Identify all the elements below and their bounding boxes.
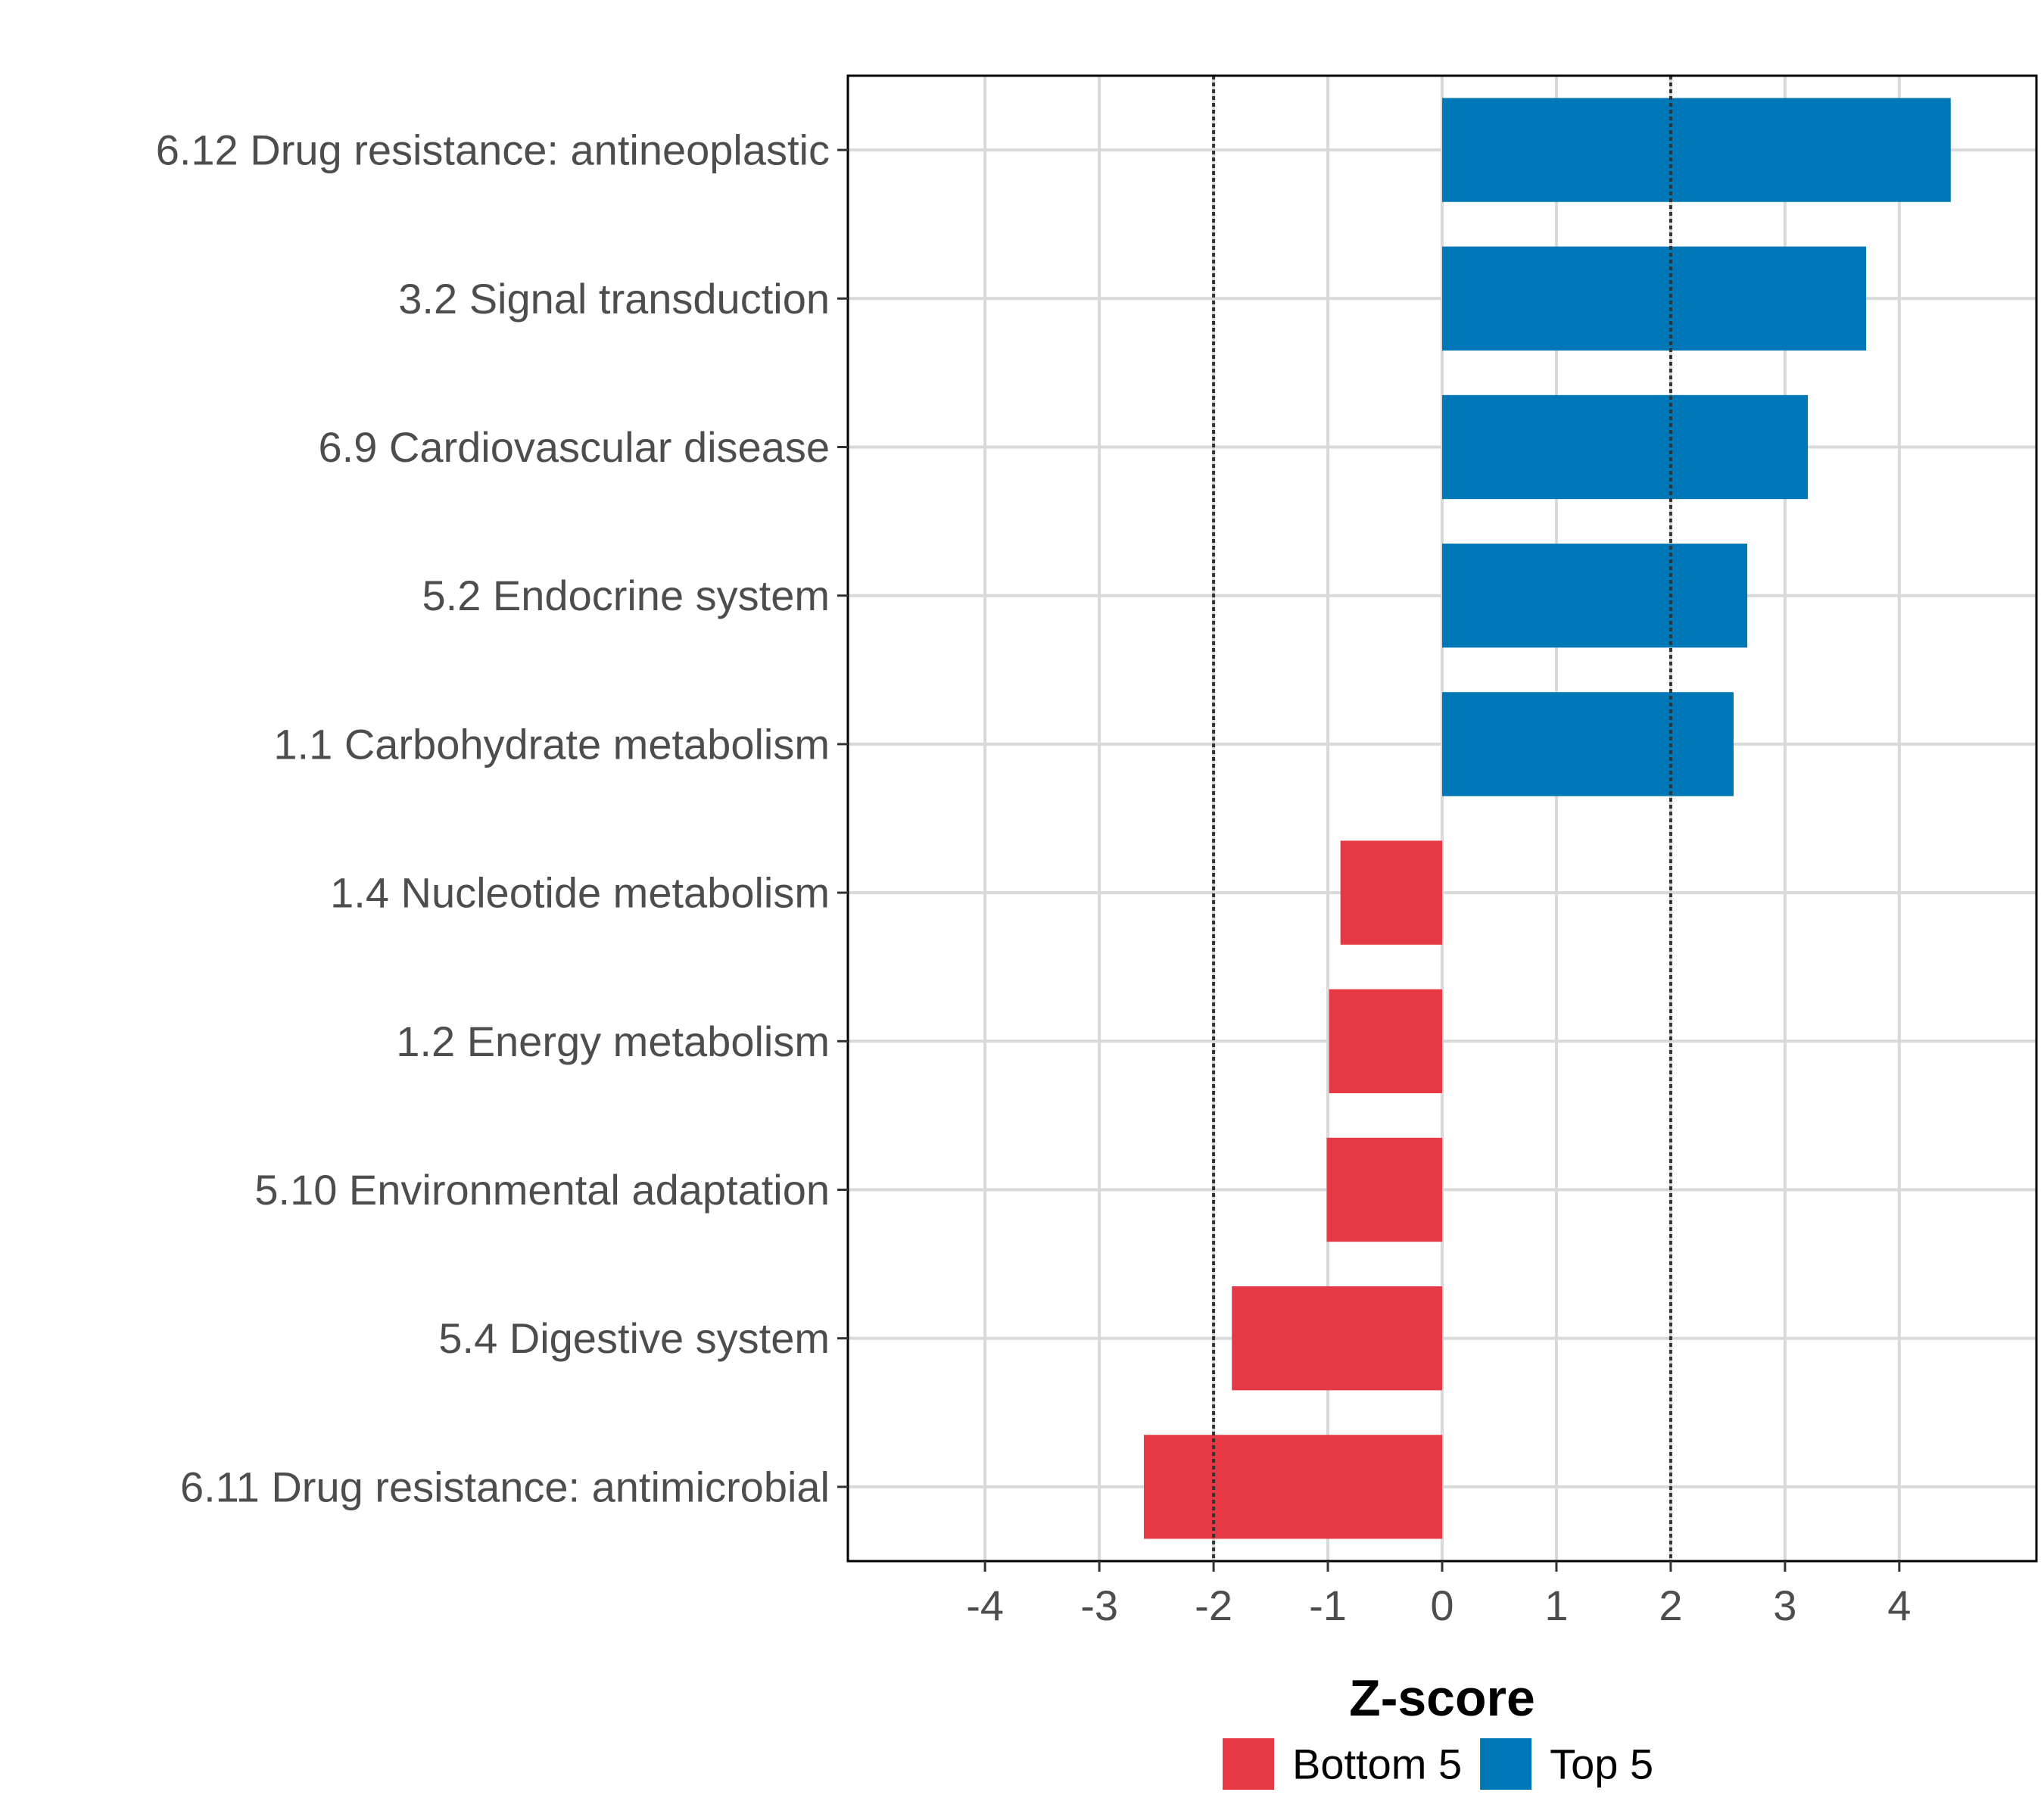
category-label: 5.2 Endocrine system — [422, 572, 830, 619]
x-tick-label: 1 — [1544, 1582, 1568, 1629]
legend-swatch — [1223, 1738, 1274, 1790]
category-label: 1.4 Nucleotide metabolism — [330, 869, 830, 917]
y-axis: 6.12 Drug resistance: antineoplastic 3.2 … — [156, 126, 848, 1510]
bar-9 — [1232, 1286, 1442, 1391]
bar-5 — [1442, 692, 1734, 796]
category-label: 1.1 Carbohydrate metabolism — [273, 720, 830, 768]
x-tick-label: 3 — [1773, 1582, 1796, 1629]
legend: Bottom 5 Top 5 — [1223, 1738, 1653, 1790]
bar-3 — [1442, 394, 1809, 500]
x-tick-label: 4 — [1887, 1582, 1911, 1629]
category-label: 6.11 Drug resistance: antimicrobial — [180, 1463, 830, 1510]
category-label: 1.2 Energy metabolism — [396, 1018, 830, 1065]
bar-8 — [1326, 1137, 1442, 1242]
x-tick-label: -1 — [1309, 1582, 1347, 1629]
bar-layer — [1143, 98, 1951, 1539]
category-label: 5.10 Environmental adaptation — [254, 1166, 830, 1214]
x-tick-label: -3 — [1080, 1582, 1118, 1629]
x-axis: -4 -3 -2 -1 0 1 2 3 4 — [966, 1561, 1911, 1629]
bar-2 — [1442, 246, 1867, 351]
reference-lines — [1212, 76, 1672, 1561]
category-label: 6.9 Cardiovascular disease — [319, 423, 830, 471]
category-label: 5.4 Digestive system — [438, 1314, 830, 1362]
bar-7 — [1329, 989, 1442, 1093]
x-tick-label: 0 — [1430, 1582, 1454, 1629]
bar-10 — [1143, 1435, 1442, 1539]
bar-1 — [1442, 98, 1951, 202]
x-tick-label: -2 — [1195, 1582, 1232, 1629]
x-tick-label: -4 — [966, 1582, 1004, 1629]
category-label: 6.12 Drug resistance: antineoplastic — [156, 126, 830, 174]
x-tick-label: 2 — [1659, 1582, 1682, 1629]
bar-6 — [1340, 840, 1442, 945]
legend-label: Bottom 5 — [1292, 1741, 1462, 1788]
legend-swatch — [1480, 1738, 1532, 1790]
x-axis-title: Z-score — [1349, 1669, 1535, 1727]
category-label: 3.2 Signal transduction — [398, 275, 830, 323]
legend-label: Top 5 — [1550, 1741, 1653, 1788]
bar-4 — [1442, 544, 1748, 648]
